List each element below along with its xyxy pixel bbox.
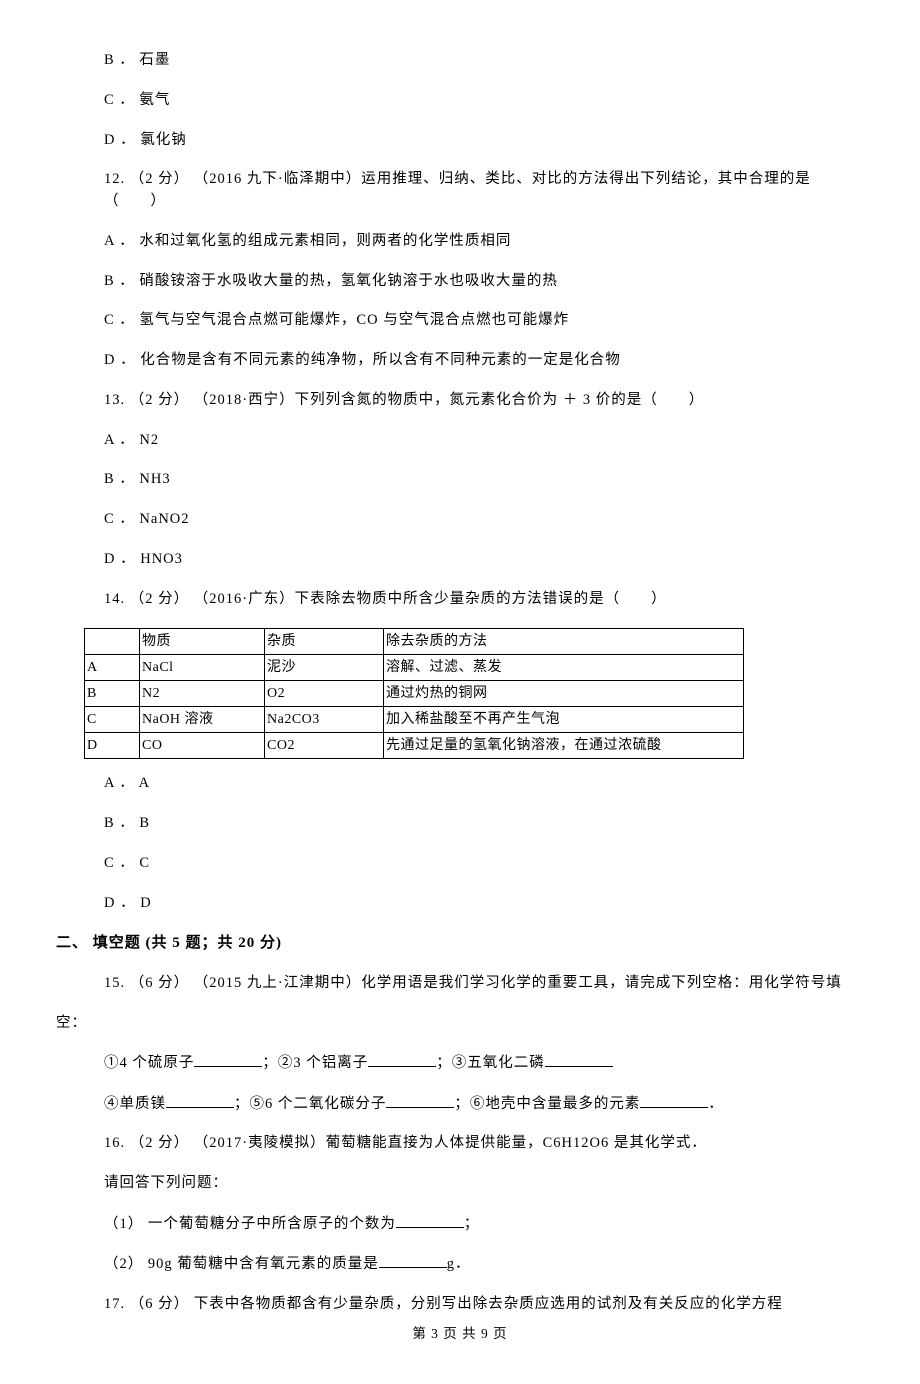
q14-option-d: D ． D bbox=[104, 893, 864, 915]
q15-part5: ；⑤6 个二氧化碳分子 bbox=[234, 1096, 386, 1112]
q13-option-c: C ． NaNO2 bbox=[104, 509, 864, 531]
q17-stem: 17. （6 分） 下表中各物质都含有少量杂质，分别写出除去杂质应选用的试剂及有… bbox=[104, 1294, 864, 1316]
table-cell bbox=[85, 629, 140, 655]
table-cell: 溶解、过滤、蒸发 bbox=[384, 655, 744, 681]
table-cell: N2 bbox=[140, 681, 265, 707]
table-cell: Na2CO3 bbox=[265, 707, 384, 733]
table-row: D CO CO2 先通过足量的氢氧化钠溶液，在通过浓硫酸 bbox=[85, 733, 744, 759]
q12-option-c: C ． 氢气与空气混合点燃可能爆炸，CO 与空气混合点燃也可能爆炸 bbox=[104, 310, 864, 332]
q11-option-c: C ． 氨气 bbox=[104, 90, 864, 112]
q15-part6: ；⑥地壳中含量最多的元素 bbox=[454, 1096, 640, 1112]
q16-p2: （2） 90g 葡萄糖中含有氧元素的质量是 g． bbox=[104, 1253, 864, 1276]
q12-stem: 12. （2 分） （2016 九下·临泽期中）运用推理、归纳、类比、对比的方法… bbox=[104, 169, 864, 213]
q11-option-d: D ． 氯化钠 bbox=[104, 130, 864, 152]
table-cell: 物质 bbox=[140, 629, 265, 655]
q14-option-b: B ． B bbox=[104, 813, 864, 835]
q14-table: 物质 杂质 除去杂质的方法 A NaCl 泥沙 溶解、过滤、蒸发 B N2 O2… bbox=[84, 628, 744, 759]
table-cell: D bbox=[85, 733, 140, 759]
blank-input[interactable] bbox=[368, 1052, 436, 1067]
q15-stem-line2: 空： bbox=[56, 1015, 87, 1031]
table-cell: B bbox=[85, 681, 140, 707]
q12-option-d: D ． 化合物是含有不同元素的纯净物，所以含有不同种元素的一定是化合物 bbox=[104, 350, 864, 372]
q16-p1: （1） 一个葡萄糖分子中所含原子的个数为 ； bbox=[104, 1213, 864, 1236]
blank-input[interactable] bbox=[396, 1213, 464, 1228]
table-cell: NaOH 溶液 bbox=[140, 707, 265, 733]
q12-option-a: A ． 水和过氧化氢的组成元素相同，则两者的化学性质相同 bbox=[104, 231, 864, 253]
q16-p2b: g． bbox=[447, 1256, 471, 1272]
q15-part3: ；③五氧化二磷 bbox=[436, 1055, 545, 1071]
table-row: A NaCl 泥沙 溶解、过滤、蒸发 bbox=[85, 655, 744, 681]
blank-input[interactable] bbox=[379, 1253, 447, 1268]
q15-line2: ④单质镁 ；⑤6 个二氧化碳分子 ；⑥地壳中含量最多的元素 ． bbox=[104, 1093, 864, 1116]
q15-part4: ④单质镁 bbox=[104, 1096, 166, 1112]
q11-option-b: B ． 石墨 bbox=[104, 50, 864, 72]
table-cell: O2 bbox=[265, 681, 384, 707]
table-cell: CO bbox=[140, 733, 265, 759]
q15-part2: ；②3 个铝离子 bbox=[262, 1055, 368, 1071]
q14-stem: 14. （2 分） （2016·广东）下表除去物质中所含少量杂质的方法错误的是（… bbox=[104, 589, 864, 611]
q16-p1b: ； bbox=[464, 1216, 480, 1232]
q13-option-d: D ． HNO3 bbox=[104, 549, 864, 571]
q13-option-b: B ． NH3 bbox=[104, 469, 864, 491]
table-cell: 加入稀盐酸至不再产生气泡 bbox=[384, 707, 744, 733]
table-cell: A bbox=[85, 655, 140, 681]
table-cell: C bbox=[85, 707, 140, 733]
table-cell: CO2 bbox=[265, 733, 384, 759]
q15-stem: 15. （6 分） （2015 九上·江津期中）化学用语是我们学习化学的重要工具… bbox=[56, 973, 864, 1035]
q16-p1a: （1） 一个葡萄糖分子中所含原子的个数为 bbox=[104, 1216, 396, 1232]
page-footer: 第 3 页 共 9 页 bbox=[56, 1324, 864, 1344]
blank-input[interactable] bbox=[166, 1093, 234, 1108]
q12-option-b: B ． 硝酸铵溶于水吸收大量的热，氢氧化钠溶于水也吸收大量的热 bbox=[104, 271, 864, 293]
blank-input[interactable] bbox=[386, 1093, 454, 1108]
q16-prompt: 请回答下列问题： bbox=[104, 1173, 864, 1195]
blank-input[interactable] bbox=[640, 1093, 708, 1108]
q14-option-a: A ． A bbox=[104, 773, 864, 795]
table-cell: NaCl bbox=[140, 655, 265, 681]
q15-part7: ． bbox=[708, 1096, 724, 1112]
q15-line1: ①4 个硫原子 ；②3 个铝离子 ；③五氧化二磷 bbox=[104, 1052, 864, 1075]
q16-stem: 16. （2 分） （2017·夷陵模拟）葡萄糖能直接为人体提供能量，C6H12… bbox=[104, 1133, 864, 1155]
table-cell: 先通过足量的氢氧化钠溶液，在通过浓硫酸 bbox=[384, 733, 744, 759]
table-row: C NaOH 溶液 Na2CO3 加入稀盐酸至不再产生气泡 bbox=[85, 707, 744, 733]
table-row: B N2 O2 通过灼热的铜网 bbox=[85, 681, 744, 707]
table-cell: 通过灼热的铜网 bbox=[384, 681, 744, 707]
section-2-heading: 二、 填空题 (共 5 题；共 20 分) bbox=[56, 932, 864, 955]
q14-option-c: C ． C bbox=[104, 853, 864, 875]
table-cell: 杂质 bbox=[265, 629, 384, 655]
table-row: 物质 杂质 除去杂质的方法 bbox=[85, 629, 744, 655]
q13-stem: 13. （2 分） （2018·西宁）下列列含氮的物质中，氮元素化合价为 ＋ 3… bbox=[104, 390, 864, 412]
q16-p2a: （2） 90g 葡萄糖中含有氧元素的质量是 bbox=[104, 1256, 379, 1272]
table-cell: 泥沙 bbox=[265, 655, 384, 681]
q13-option-a: A ． N2 bbox=[104, 430, 864, 452]
table-cell: 除去杂质的方法 bbox=[384, 629, 744, 655]
blank-input[interactable] bbox=[194, 1052, 262, 1067]
q15-stem-line1: 15. （6 分） （2015 九上·江津期中）化学用语是我们学习化学的重要工具… bbox=[104, 975, 842, 991]
q15-part1: ①4 个硫原子 bbox=[104, 1055, 194, 1071]
blank-input[interactable] bbox=[545, 1052, 613, 1067]
